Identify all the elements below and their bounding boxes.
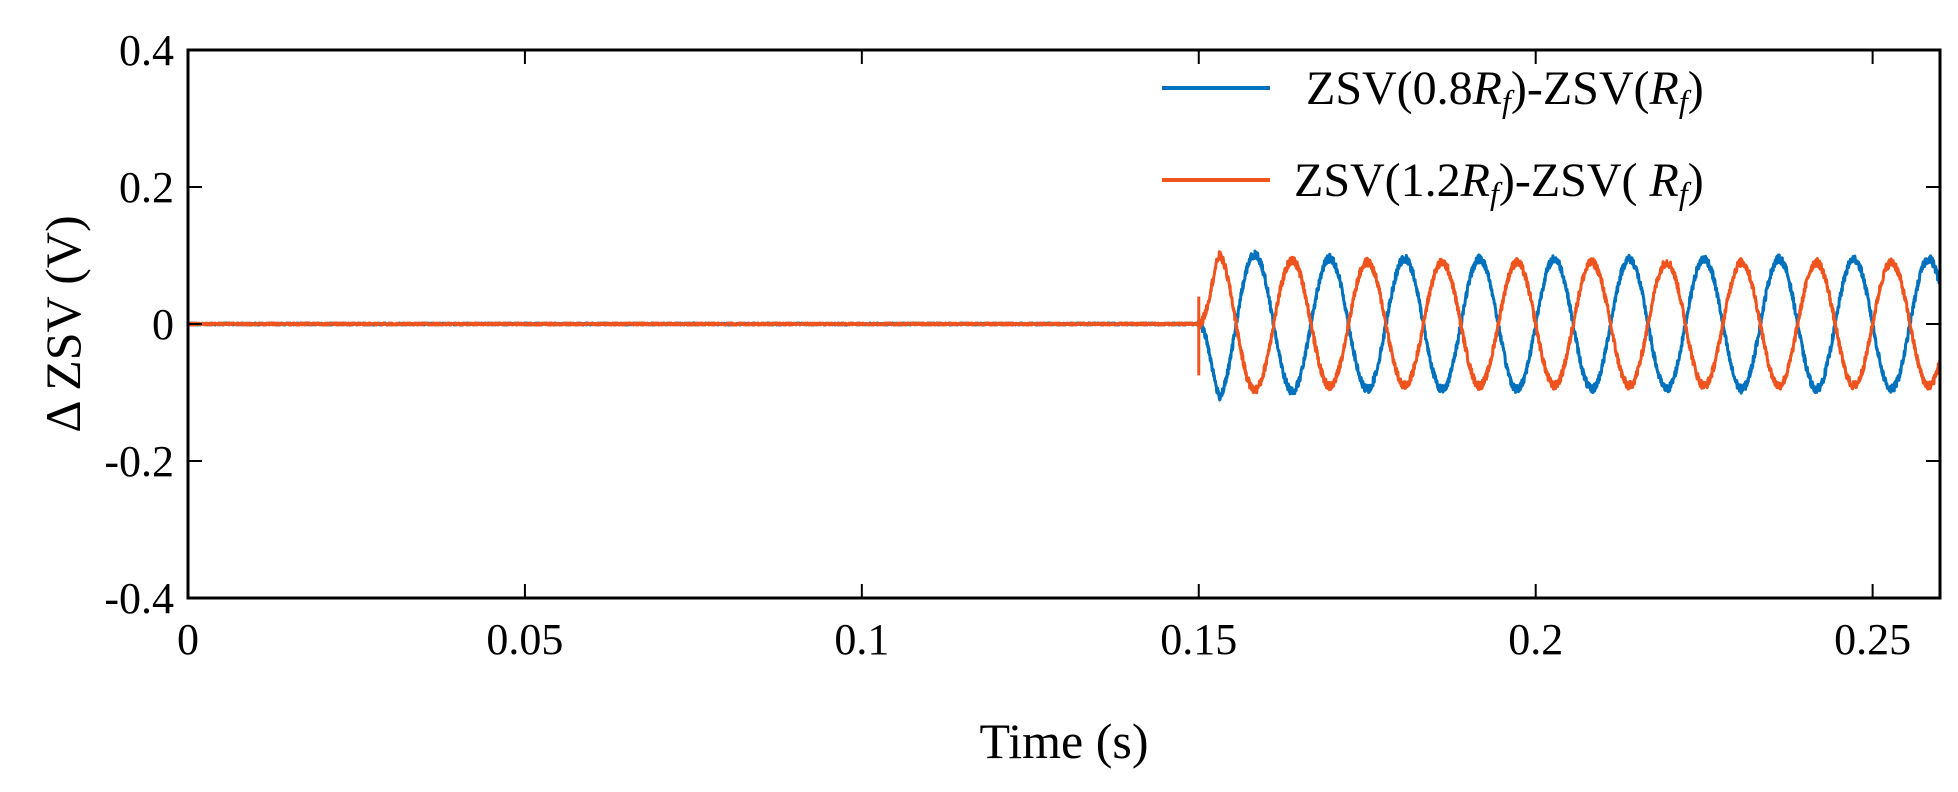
y-tick-label: 0 xyxy=(152,300,174,349)
y-tick-label: -0.2 xyxy=(104,437,174,486)
x-tick-label: 0.1 xyxy=(834,615,889,664)
x-tick-label: 0.25 xyxy=(1834,615,1911,664)
legend: ZSV(0.8Rf)-ZSV(Rf) ZSV(1.2Rf)-ZSV( Rf) xyxy=(1162,62,1704,211)
y-tick-label: -0.4 xyxy=(104,574,174,623)
x-axis-title: Time (s) xyxy=(979,713,1148,769)
plot-area xyxy=(186,249,1942,402)
x-tick-label: 0 xyxy=(177,615,199,664)
x-tick-label: 0.2 xyxy=(1508,615,1563,664)
legend-label-series-2: ZSV(1.2Rf)-ZSV( Rf) xyxy=(1294,154,1704,211)
series-line-2 xyxy=(186,250,1942,395)
x-tick-label: 0.05 xyxy=(486,615,563,664)
ticks: 0 0.05 0.1 0.15 0.2 0.25 -0.4 -0.2 0 0.2 0.4 xyxy=(104,26,1940,664)
y-axis-title: Δ ZSV (V) xyxy=(35,215,91,432)
legend-label-series-1: ZSV(0.8Rf)-ZSV(Rf) xyxy=(1306,62,1704,119)
x-tick-label: 0.15 xyxy=(1160,615,1237,664)
y-tick-label: 0.2 xyxy=(119,163,174,212)
y-tick-label: 0.4 xyxy=(119,26,174,75)
